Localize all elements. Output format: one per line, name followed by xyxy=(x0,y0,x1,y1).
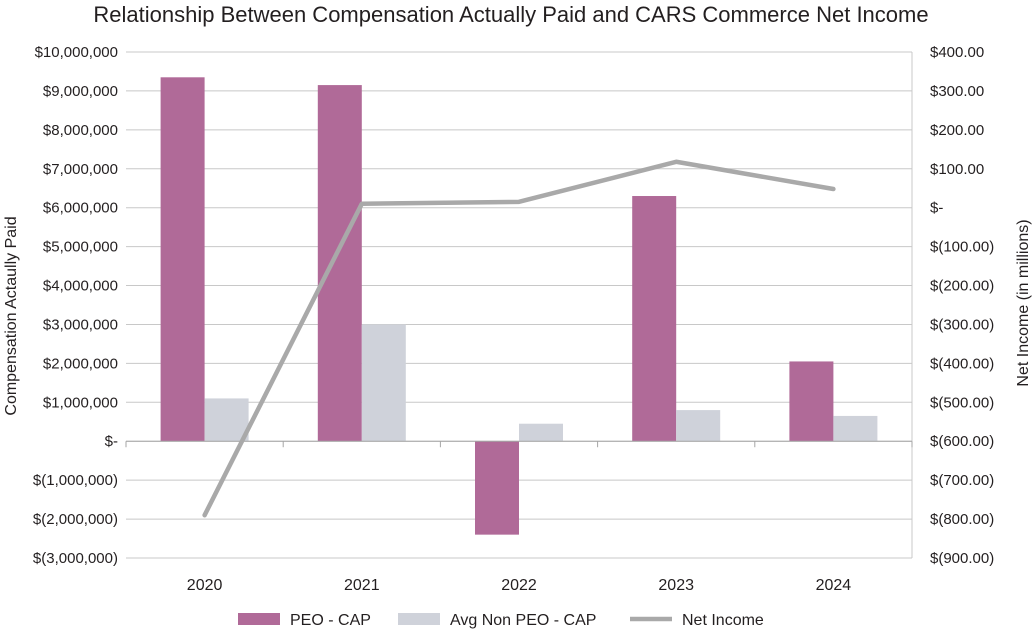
category-label-2021: 2021 xyxy=(344,577,380,594)
left-tick-label: $- xyxy=(105,433,118,450)
left-tick-label: $6,000,000 xyxy=(43,200,118,217)
right-tick-label: $(500.00) xyxy=(930,394,994,411)
left-tick-label: $7,000,000 xyxy=(43,161,118,178)
left-tick-label: $(3,000,000) xyxy=(33,550,118,567)
left-tick-label: $4,000,000 xyxy=(43,278,118,295)
right-tick-label: $300.00 xyxy=(930,83,984,100)
right-tick-label: $(600.00) xyxy=(930,433,994,450)
right-axis-title: Net Income (in millions) xyxy=(1015,219,1032,386)
left-tick-label: $9,000,000 xyxy=(43,83,118,100)
right-tick-label: $(400.00) xyxy=(930,355,994,372)
left-tick-label: $1,000,000 xyxy=(43,394,118,411)
right-axis-ticks: $400.00 $300.00 $200.00 $100.00 $- $(100.00) $… xyxy=(930,44,994,567)
bar-peo-cap-2021 xyxy=(317,85,362,442)
right-tick-label: $400.00 xyxy=(930,44,984,61)
legend-swatch-avg-non-peo-cap xyxy=(398,613,440,625)
category-label-2023: 2023 xyxy=(658,577,694,594)
left-axis-ticks: $10,000,000 $9,000,000 $8,000,000 $7,000,00… xyxy=(33,44,118,567)
right-tick-label: $- xyxy=(930,200,943,217)
left-tick-label: $3,000,000 xyxy=(43,316,118,333)
right-tick-label: $(300.00) xyxy=(930,316,994,333)
right-tick-label: $200.00 xyxy=(930,122,984,139)
bar-avg-non-peo-cap-2024 xyxy=(833,415,878,442)
bar-avg-non-peo-cap-2021 xyxy=(361,324,406,442)
legend-label-avg-non-peo-cap: Avg Non PEO - CAP xyxy=(450,612,596,629)
bar-peo-cap-2023 xyxy=(632,196,677,442)
left-tick-label: $(1,000,000) xyxy=(33,472,118,489)
right-tick-label: $100.00 xyxy=(930,161,984,178)
bar-avg-non-peo-cap-2020 xyxy=(204,398,249,442)
left-tick-label: $5,000,000 xyxy=(43,239,118,256)
bars xyxy=(160,77,878,535)
legend-label-peo-cap: PEO - CAP xyxy=(290,612,371,629)
bar-peo-cap-2024 xyxy=(789,361,834,442)
chart-title: Relationship Between Compensation Actual… xyxy=(93,2,928,27)
left-tick-label: $(2,000,000) xyxy=(33,511,118,528)
right-tick-label: $(200.00) xyxy=(930,278,994,295)
category-labels: 2020 2021 2022 2023 2024 xyxy=(187,577,851,594)
category-label-2024: 2024 xyxy=(816,577,852,594)
right-tick-label: $(900.00) xyxy=(930,550,994,567)
right-tick-label: $(100.00) xyxy=(930,239,994,256)
bar-peo-cap-2020 xyxy=(160,77,205,442)
left-tick-label: $8,000,000 xyxy=(43,122,118,139)
right-tick-label: $(700.00) xyxy=(930,472,994,489)
net-income-line-group xyxy=(202,159,836,518)
bar-avg-non-peo-cap-2022 xyxy=(519,423,563,442)
left-tick-label: $2,000,000 xyxy=(43,355,118,372)
right-tick-label: $(800.00) xyxy=(930,511,994,528)
category-label-2020: 2020 xyxy=(187,577,223,594)
zero-axis xyxy=(125,440,913,448)
legend-label-net-income: Net Income xyxy=(682,612,764,629)
bar-avg-non-peo-cap-2023 xyxy=(676,410,721,442)
legend: PEO - CAP Avg Non PEO - CAP Net Income xyxy=(238,612,764,629)
bar-peo-cap-2022 xyxy=(475,441,519,535)
left-axis-title: Compensation Actaully Paid xyxy=(3,216,20,415)
left-tick-label: $10,000,000 xyxy=(35,44,118,61)
legend-swatch-peo-cap xyxy=(238,613,280,625)
category-label-2022: 2022 xyxy=(501,577,537,594)
